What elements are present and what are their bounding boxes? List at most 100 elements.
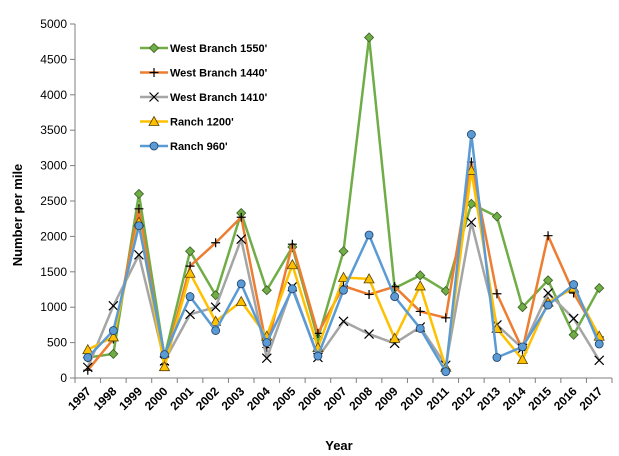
data-point: [338, 246, 349, 257]
x-tick-label: 1998: [91, 384, 120, 413]
data-point: [287, 239, 297, 249]
data-point: [235, 295, 247, 306]
data-point: [569, 280, 579, 289]
data-point: [543, 231, 553, 241]
legend-label: West Branch 1440': [170, 68, 268, 80]
data-point: [82, 362, 93, 373]
y-tick-label: 0: [60, 371, 67, 385]
data-point: [236, 279, 246, 289]
data-point: [518, 342, 527, 352]
x-tick-label: 2006: [295, 384, 324, 413]
x-tick-label: 2012: [449, 384, 478, 413]
data-point: [543, 288, 553, 298]
data-point: [83, 353, 93, 362]
y-tick-label: 2500: [40, 194, 67, 208]
series-1: [82, 32, 605, 363]
data-point: [261, 285, 272, 296]
x-tick-label: 2010: [398, 384, 427, 413]
data-point: [388, 332, 401, 343]
data-point: [465, 164, 478, 175]
data-point: [108, 326, 118, 335]
legend-marker: [149, 92, 159, 102]
y-axis-title: Number per mile: [10, 164, 25, 267]
data-point: [414, 280, 426, 291]
x-tick-label: 2003: [219, 384, 248, 413]
x-tick-label: 2017: [577, 384, 606, 413]
data-point: [133, 188, 144, 199]
data-point: [236, 234, 247, 245]
data-point: [134, 249, 144, 260]
x-tick-label: 2000: [142, 384, 171, 413]
data-point: [466, 130, 476, 139]
y-tick-label: 1000: [40, 300, 67, 314]
data-point: [364, 289, 374, 299]
legend-marker: [149, 68, 159, 77]
legend-item: West Branch 1440': [140, 68, 268, 80]
data-point: [261, 353, 272, 364]
data-point: [313, 328, 323, 338]
plot-area: [82, 32, 605, 377]
data-point: [286, 258, 299, 270]
data-point: [185, 246, 196, 257]
x-tick-label: 2004: [244, 384, 273, 413]
data-point: [262, 338, 272, 348]
x-axis-title: Year: [325, 438, 352, 453]
data-point: [364, 32, 375, 43]
x-tick-label: 1997: [65, 384, 94, 413]
series-3: [82, 217, 605, 373]
data-point: [236, 212, 246, 222]
x-tick-label: 2005: [270, 384, 299, 413]
data-point: [210, 290, 221, 301]
data-point: [491, 211, 502, 222]
data-point: [339, 285, 348, 295]
data-point: [390, 292, 400, 301]
data-point: [313, 351, 323, 361]
x-tick-label: 2002: [193, 384, 222, 413]
data-point: [441, 367, 451, 377]
y-tick-label: 3000: [40, 159, 67, 173]
legend-item: West Branch 1550': [140, 42, 268, 55]
data-point: [338, 316, 349, 327]
data-point: [185, 292, 195, 301]
legend-item: Ranch 1200': [140, 115, 234, 129]
data-point: [415, 324, 425, 333]
y-tick-label: 5000: [40, 17, 67, 31]
x-tick-label: 2007: [321, 384, 350, 413]
x-tick-label: 2016: [551, 384, 580, 413]
data-point: [363, 273, 375, 284]
y-tick-labels: 0 500 1000 1500 2000 2500 3000 3500 4000 4500 5000: [40, 17, 67, 385]
data-point: [594, 283, 605, 294]
legend-label: West Branch 1410': [170, 92, 268, 104]
data-point: [107, 331, 120, 342]
data-point: [517, 302, 528, 313]
x-tick-label: 2014: [500, 384, 529, 413]
data-point: [466, 217, 477, 228]
data-point: [211, 326, 221, 335]
data-point: [568, 329, 579, 340]
data-point: [441, 313, 451, 323]
data-point: [158, 360, 171, 372]
legend-marker: [148, 115, 160, 126]
x-tick-labels: 1997199819992000200120022003200420052006…: [65, 384, 605, 413]
data-point: [440, 285, 451, 296]
y-tick-label: 2000: [40, 229, 67, 243]
data-point: [184, 267, 196, 278]
data-point: [364, 230, 374, 240]
y-tick-label: 3500: [40, 123, 67, 137]
x-tick-label: 2015: [525, 384, 554, 413]
data-point: [209, 315, 222, 326]
data-point: [543, 275, 554, 286]
data-point: [210, 302, 221, 313]
data-point: [543, 300, 553, 310]
legend-label: Ranch 1200': [170, 117, 234, 129]
y-tick-label: 500: [47, 336, 67, 350]
data-point: [134, 221, 144, 231]
data-point: [108, 348, 119, 359]
data-point: [594, 355, 605, 366]
x-tick-label: 2011: [424, 384, 453, 413]
data-point: [364, 329, 374, 340]
y-tick-label: 1500: [40, 265, 67, 279]
data-point: [134, 204, 144, 214]
data-point: [568, 313, 579, 324]
data-point: [516, 353, 529, 364]
